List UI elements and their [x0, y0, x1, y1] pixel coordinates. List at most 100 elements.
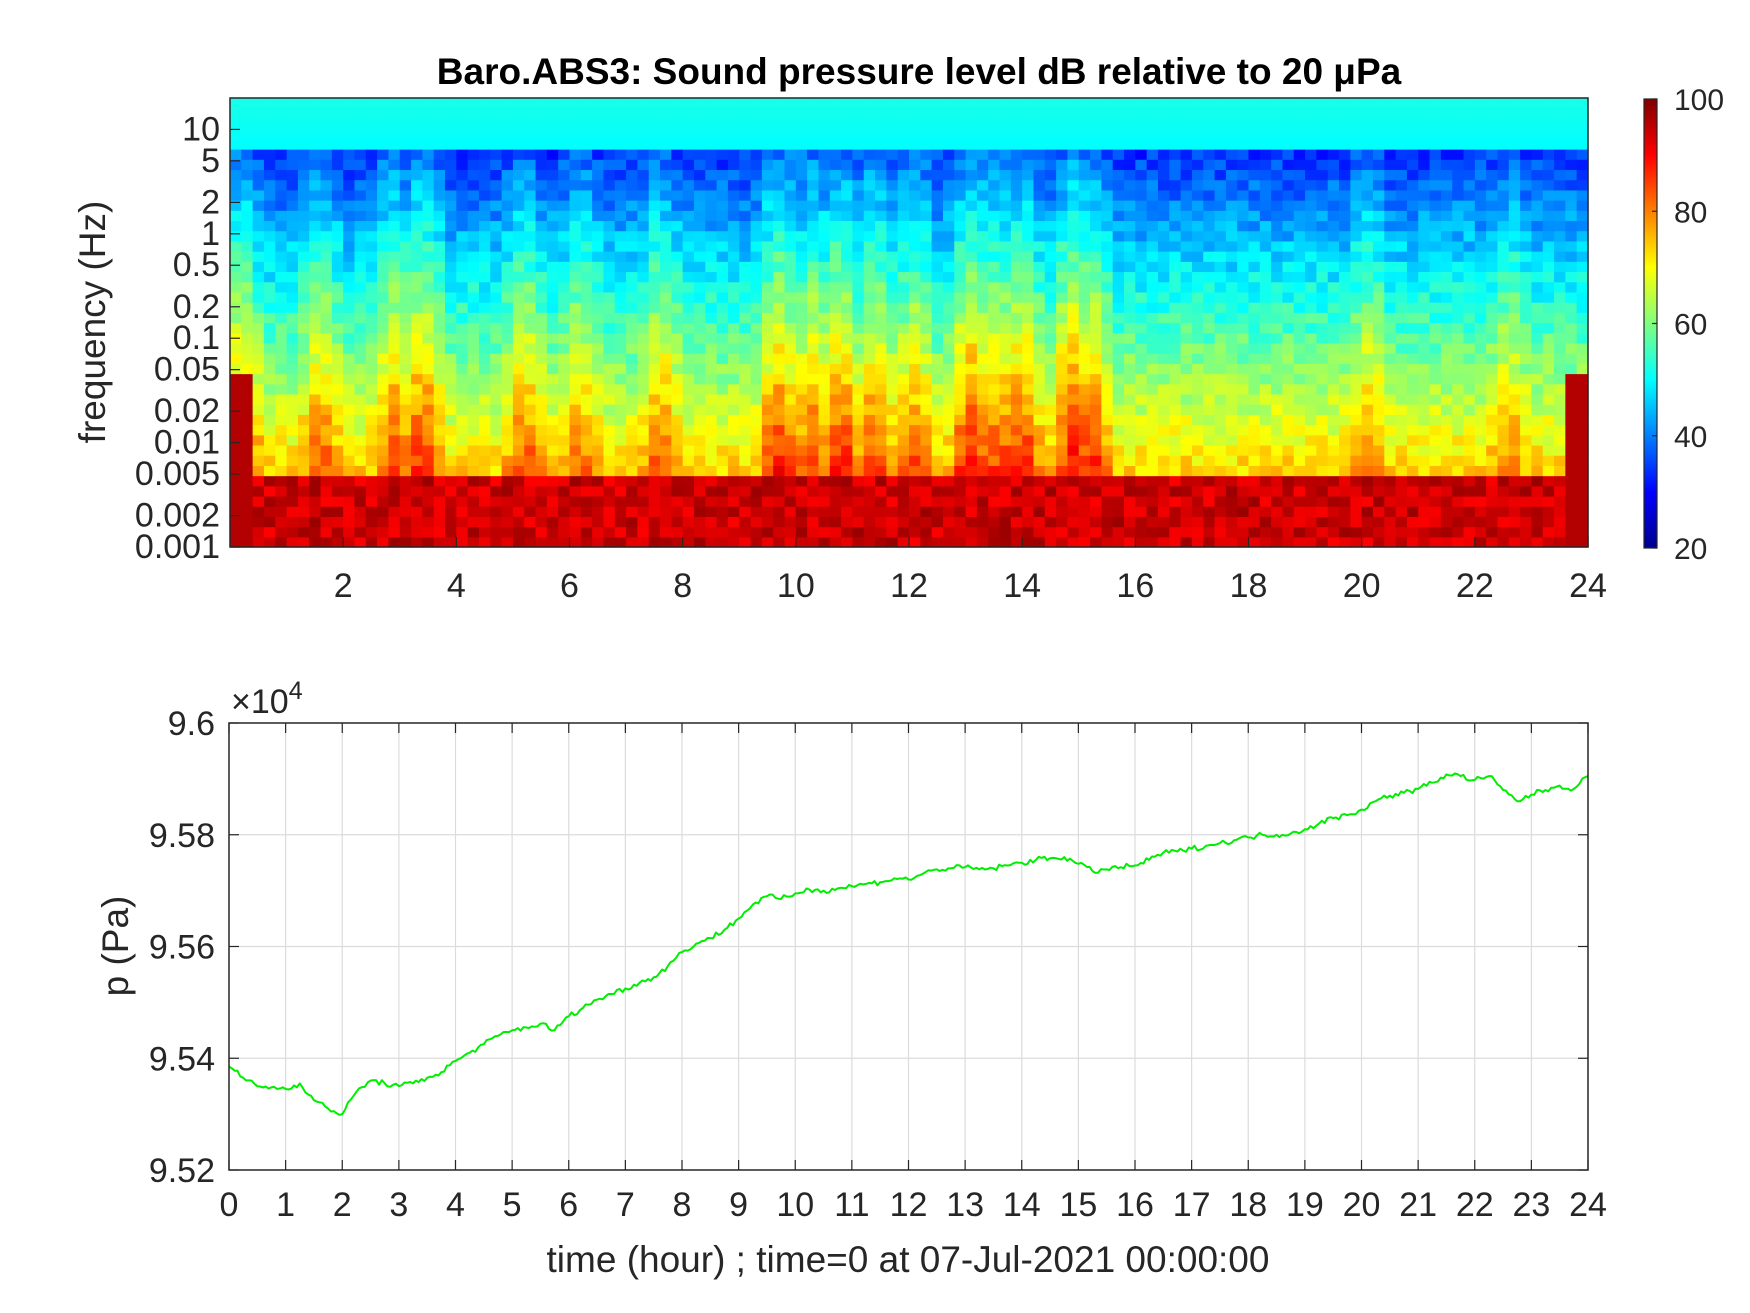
heatmap-cell	[626, 526, 638, 538]
heatmap-cell	[331, 495, 344, 507]
spectrogram-title: Baro.ABS3: Sound pressure level dB relat…	[437, 51, 1402, 92]
heatmap-cell	[1361, 393, 1374, 405]
heatmap-cell	[614, 516, 627, 528]
heatmap-cell	[897, 424, 910, 436]
heatmap-cell	[999, 271, 1012, 283]
heatmap-cell	[693, 373, 706, 385]
heatmap-cell	[773, 108, 786, 119]
heatmap-cell	[1293, 230, 1306, 242]
heatmap-cell	[456, 261, 469, 273]
heatmap-cell	[1361, 210, 1374, 222]
heatmap-cell	[727, 138, 740, 150]
heatmap-cell	[297, 271, 310, 283]
heatmap-cell	[841, 383, 854, 395]
heatmap-cell	[693, 220, 706, 232]
heatmap-cell	[1486, 108, 1499, 119]
heatmap-cell	[761, 159, 774, 171]
heatmap-cell	[1146, 210, 1159, 222]
heatmap-cell	[1237, 189, 1250, 201]
heatmap-cell	[693, 271, 706, 283]
heatmap-cell	[954, 516, 967, 528]
heatmap-cell	[1474, 414, 1487, 426]
heatmap-cell	[682, 475, 695, 487]
heatmap-cell	[1327, 383, 1340, 395]
heatmap-cell	[1452, 475, 1465, 487]
heatmap-cell	[399, 342, 412, 354]
heatmap-cell	[1305, 465, 1317, 477]
heatmap-cell	[637, 424, 650, 436]
heatmap-cell	[886, 353, 899, 364]
heatmap-cell	[377, 128, 390, 140]
heatmap-cell	[263, 261, 276, 273]
heatmap-cell	[671, 149, 684, 160]
heatmap-cell	[886, 475, 899, 487]
heatmap-cell	[365, 169, 378, 181]
heatmap-cell	[1010, 353, 1023, 364]
heatmap-cell	[546, 485, 559, 497]
heatmap-cell	[965, 189, 978, 201]
heatmap-cell	[795, 322, 808, 334]
heatmap-cell	[1056, 118, 1069, 130]
heatmap-cell	[558, 302, 571, 313]
heatmap-cell	[230, 455, 242, 466]
heatmap-cell	[897, 332, 910, 344]
heatmap-cell	[1022, 404, 1035, 415]
heatmap-cell	[1214, 353, 1227, 364]
heatmap-cell	[569, 240, 582, 252]
heatmap-cell	[693, 424, 706, 436]
heatmap-cell	[1169, 291, 1182, 303]
heatmap-cell	[592, 128, 605, 140]
heatmap-cell	[275, 332, 288, 344]
heatmap-cell	[1248, 128, 1261, 140]
heatmap-cell	[1157, 281, 1170, 293]
heatmap-cell	[818, 302, 831, 313]
heatmap-cell	[422, 526, 435, 538]
heatmap-cell	[739, 332, 752, 344]
heatmap-cell	[863, 536, 876, 548]
heatmap-cell	[897, 495, 910, 507]
heatmap-cell	[761, 169, 774, 181]
heatmap-cell	[739, 271, 752, 283]
heatmap-cell	[1406, 261, 1419, 273]
heatmap-cell	[354, 516, 367, 528]
heatmap-cell	[637, 220, 650, 232]
heatmap-cell	[920, 312, 933, 324]
heatmap-cell	[241, 363, 254, 375]
heatmap-cell	[1271, 169, 1284, 181]
heatmap-cell	[445, 98, 457, 109]
heatmap-cell	[1440, 393, 1453, 405]
heatmap-cell	[773, 200, 786, 211]
heatmap-cell	[558, 291, 571, 303]
heatmap-cell	[807, 220, 820, 232]
heatmap-cell	[1203, 118, 1216, 130]
heatmap-cell	[354, 291, 367, 303]
heatmap-cell	[716, 189, 729, 201]
heatmap-cell	[1225, 189, 1238, 201]
heatmap-cell	[377, 506, 390, 517]
heatmap-cell	[750, 251, 763, 262]
heatmap-cell	[909, 302, 921, 313]
heatmap-cell	[761, 108, 774, 119]
heatmap-cell	[1022, 465, 1035, 477]
heatmap-cell	[411, 404, 423, 415]
heatmap-cell	[1271, 128, 1284, 140]
heatmap-cell	[241, 383, 254, 395]
heatmap-cell	[976, 271, 989, 283]
heatmap-cell	[569, 373, 582, 385]
heatmap-cell	[286, 169, 299, 181]
heatmap-cell	[648, 424, 661, 436]
heatmap-cell	[524, 414, 537, 426]
heatmap-cell	[309, 393, 322, 405]
heatmap-cell	[637, 506, 650, 517]
heatmap-cell	[999, 169, 1012, 181]
heatmap-cell	[535, 536, 548, 548]
heatmap-cell	[252, 220, 265, 232]
heatmap-cell	[569, 291, 582, 303]
heatmap-cell	[920, 373, 933, 385]
heatmap-cell	[1474, 516, 1487, 528]
heatmap-cell	[467, 495, 480, 507]
heatmap-cell	[660, 353, 672, 364]
heatmap-cell	[478, 475, 491, 487]
heatmap-cell	[784, 271, 797, 283]
heatmap-cell	[388, 210, 401, 222]
